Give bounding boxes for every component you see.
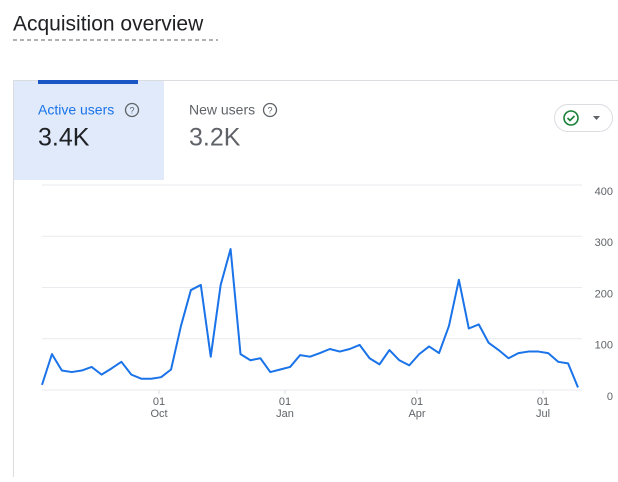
tab-label: Active users xyxy=(38,102,114,118)
x-tick-label: Jan xyxy=(276,408,294,420)
x-tick-label: 01 xyxy=(537,396,549,408)
x-tick-label: Oct xyxy=(150,408,167,420)
tab-label: New users xyxy=(189,102,255,118)
x-tick-label: 01 xyxy=(279,396,291,408)
y-tick-label: 200 xyxy=(595,288,613,300)
x-tick-label: Apr xyxy=(408,408,425,420)
page-title[interactable]: Acquisition overview xyxy=(13,13,204,36)
y-tick-label: 300 xyxy=(595,237,613,249)
x-tick-label: 01 xyxy=(411,396,423,408)
help-icon-glyph: ? xyxy=(267,105,272,115)
help-icon-glyph: ? xyxy=(129,105,134,115)
x-tick-label: 01 xyxy=(153,396,165,408)
y-tick-label: 0 xyxy=(607,391,613,403)
tab-value: 3.4K xyxy=(38,124,90,152)
tab-value: 3.2K xyxy=(189,124,241,152)
tab-indicator xyxy=(38,80,138,84)
x-tick-label: Jul xyxy=(536,408,550,420)
y-tick-label: 100 xyxy=(595,340,613,352)
y-tick-label: 400 xyxy=(595,186,613,198)
